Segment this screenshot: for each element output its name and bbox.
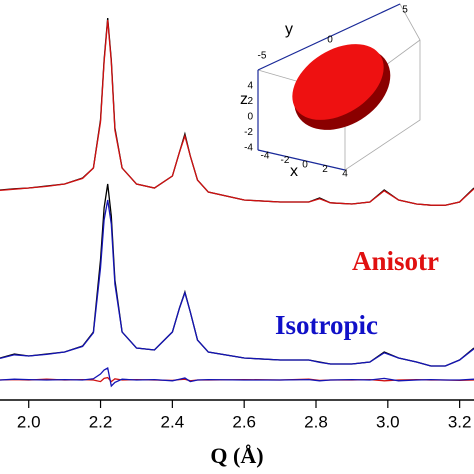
x-tick-label: 2.8 (304, 412, 328, 431)
series-line (0, 17, 474, 206)
inset-tick-label: 2 (322, 164, 328, 175)
x-tick-label: 3.2 (448, 412, 472, 431)
inset-tick-label: 4 (342, 169, 348, 180)
annotation: Anisotr (352, 246, 439, 276)
inset-axes (257, 3, 401, 171)
inset-tick-label: -4 (261, 151, 270, 162)
x-axis-label: Q (Å) (210, 443, 263, 468)
x-tick-label: 2.2 (89, 412, 113, 431)
x-tick-label: 3.0 (376, 412, 400, 431)
inset-axis-label: x (290, 163, 298, 180)
ellipsoid-face (292, 44, 384, 120)
inset-tick-label: 0 (327, 35, 333, 46)
x-tick-label: 2.0 (17, 412, 41, 431)
series-line (0, 366, 474, 388)
inset-tick-label: 0 (247, 112, 253, 123)
inset-axis-label: y (285, 21, 293, 38)
inset-tick-label: 4 (247, 81, 253, 92)
inset-y-axis (257, 3, 401, 71)
inset-tick-label: 2 (247, 96, 253, 107)
ellipsoid (292, 44, 391, 130)
inset-tick-label: 0 (302, 160, 308, 171)
inset-axis-label: z (240, 91, 248, 108)
series-line (0, 199, 474, 367)
series-line (0, 19, 474, 206)
annotation: Isotropic (275, 310, 378, 340)
inset-tick-label: -2 (281, 155, 290, 166)
inset-tick-label: -5 (258, 51, 267, 62)
x-tick-label: 2.4 (161, 412, 185, 431)
inset-x-axis (257, 149, 346, 171)
inset-tick-label: -4 (244, 143, 253, 154)
inset-tick-label: -2 (244, 127, 253, 138)
inset-tick-label: 5 (402, 5, 408, 16)
x-tick-label: 2.6 (232, 412, 256, 431)
series-line (0, 376, 474, 383)
